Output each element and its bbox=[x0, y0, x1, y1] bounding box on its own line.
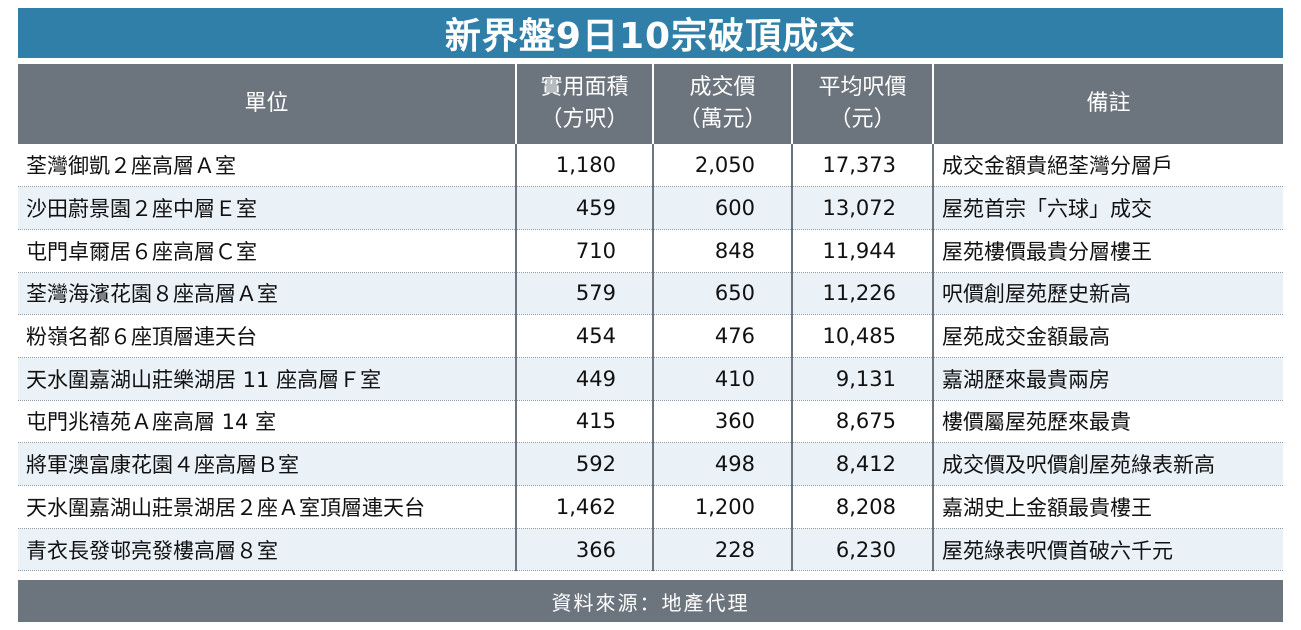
cell-price: 650 bbox=[653, 272, 793, 316]
cell-avg-price: 11,944 bbox=[792, 229, 934, 273]
cell-price: 476 bbox=[653, 314, 793, 358]
cell-avg-price: 8,412 bbox=[792, 442, 934, 486]
cell-unit: 粉嶺名都６座頂層連天台 bbox=[18, 314, 517, 358]
cell-area: 454 bbox=[516, 314, 654, 358]
cell-price: 228 bbox=[653, 528, 793, 572]
transactions-table: 單位 實用面積 （方呎） 成交價 （萬元） 平均呎價 （元） 備註 荃灣御凱２座高層Ａ… bbox=[18, 64, 1283, 572]
cell-remark: 嘉湖歷來最貴兩房 bbox=[933, 357, 1283, 401]
cell-remark: 成交價及呎價創屋苑綠表新高 bbox=[933, 442, 1283, 486]
cell-unit: 天水圍嘉湖山莊景湖居２座Ａ室頂層連天台 bbox=[18, 485, 517, 529]
cell-unit: 屯門兆禧苑Ａ座高層 14 室 bbox=[18, 400, 517, 444]
cell-remark: 屋苑綠表呎價首破六千元 bbox=[933, 528, 1283, 572]
infographic-table-card: 新界盤9日10宗破頂成交 單位 實用面積 （方呎） 成交價 （萬元） 平均呎價 （元）… bbox=[18, 8, 1283, 622]
cell-avg-price: 10,485 bbox=[792, 314, 934, 358]
table-row: 天水圍嘉湖山莊景湖居２座Ａ室頂層連天台 1,462 1,200 8,208 嘉湖… bbox=[18, 485, 1283, 529]
cell-price: 600 bbox=[653, 186, 793, 230]
cell-avg-price: 8,208 bbox=[792, 485, 934, 529]
cell-unit: 天水圍嘉湖山莊樂湖居 11 座高層Ｆ室 bbox=[18, 357, 517, 401]
cell-price: 498 bbox=[653, 442, 793, 486]
divider bbox=[18, 58, 1283, 64]
table-row: 天水圍嘉湖山莊樂湖居 11 座高層Ｆ室 449 410 9,131 嘉湖歷來最貴… bbox=[18, 357, 1283, 401]
cell-remark: 屋苑首宗「六球」成交 bbox=[933, 186, 1283, 230]
cell-unit: 沙田蔚景園２座中層Ｅ室 bbox=[18, 186, 517, 230]
cell-area: 1,462 bbox=[516, 485, 654, 529]
header-unit: 單位 bbox=[18, 64, 517, 144]
table-row: 屯門兆禧苑Ａ座高層 14 室 415 360 8,675 樓價屬屋苑歷來最貴 bbox=[18, 400, 1283, 444]
cell-area: 592 bbox=[516, 442, 654, 486]
cell-remark: 樓價屬屋苑歷來最貴 bbox=[933, 400, 1283, 444]
cell-area: 710 bbox=[516, 229, 654, 273]
cell-remark: 嘉湖史上金額最貴樓王 bbox=[933, 485, 1283, 529]
cell-price: 360 bbox=[653, 400, 793, 444]
cell-area: 415 bbox=[516, 400, 654, 444]
table-row: 粉嶺名都６座頂層連天台 454 476 10,485 屋苑成交金額最高 bbox=[18, 314, 1283, 358]
table-title: 新界盤9日10宗破頂成交 bbox=[18, 8, 1283, 58]
cell-unit: 屯門卓爾居６座高層Ｃ室 bbox=[18, 229, 517, 273]
cell-area: 449 bbox=[516, 357, 654, 401]
table-body: 荃灣御凱２座高層Ａ室 1,180 2,050 17,373 成交金額貴絕荃灣分層… bbox=[18, 144, 1283, 572]
cell-price: 1,200 bbox=[653, 485, 793, 529]
cell-avg-price: 6,230 bbox=[792, 528, 934, 572]
header-area: 實用面積 （方呎） bbox=[516, 64, 654, 144]
cell-price: 410 bbox=[653, 357, 793, 401]
header-remark: 備註 bbox=[1086, 91, 1131, 116]
cell-unit: 荃灣御凱２座高層Ａ室 bbox=[18, 144, 517, 188]
cell-price: 848 bbox=[653, 229, 793, 273]
table-row: 青衣長發邨亮發樓高層８室 366 228 6,230 屋苑綠表呎價首破六千元 bbox=[18, 528, 1283, 572]
table-row: 沙田蔚景園２座中層Ｅ室 459 600 13,072 屋苑首宗「六球」成交 bbox=[18, 186, 1283, 230]
cell-avg-price: 17,373 bbox=[792, 144, 934, 188]
header-price: 成交價 （萬元） bbox=[653, 64, 793, 144]
cell-unit: 青衣長發邨亮發樓高層８室 bbox=[18, 528, 517, 572]
cell-remark: 呎價創屋苑歷史新高 bbox=[933, 272, 1283, 316]
table-row: 荃灣海濱花園８座高層Ａ室 579 650 11,226 呎價創屋苑歷史新高 bbox=[18, 272, 1283, 316]
cell-remark: 成交金額貴絕荃灣分層戶 bbox=[933, 144, 1283, 188]
cell-unit: 荃灣海濱花園８座高層Ａ室 bbox=[18, 272, 517, 316]
cell-avg-price: 11,226 bbox=[792, 272, 934, 316]
cell-avg-price: 9,131 bbox=[792, 357, 934, 401]
table-header: 單位 實用面積 （方呎） 成交價 （萬元） 平均呎價 （元） 備註 bbox=[18, 64, 1283, 144]
cell-remark: 屋苑樓價最貴分層樓王 bbox=[933, 229, 1283, 273]
cell-area: 1,180 bbox=[516, 144, 654, 188]
cell-area: 366 bbox=[516, 528, 654, 572]
header-row: 單位 實用面積 （方呎） 成交價 （萬元） 平均呎價 （元） 備註 bbox=[18, 64, 1283, 144]
cell-unit: 將軍澳富康花園４座高層Ｂ室 bbox=[18, 442, 517, 486]
cell-remark: 屋苑成交金額最高 bbox=[933, 314, 1283, 358]
header-avg-price: 平均呎價 （元） bbox=[792, 64, 934, 144]
table-row: 將軍澳富康花園４座高層Ｂ室 592 498 8,412 成交價及呎價創屋苑綠表新… bbox=[18, 442, 1283, 486]
cell-avg-price: 13,072 bbox=[792, 186, 934, 230]
table-row: 屯門卓爾居６座高層Ｃ室 710 848 11,944 屋苑樓價最貴分層樓王 bbox=[18, 229, 1283, 273]
source-footer: 資料來源：地產代理 bbox=[18, 580, 1283, 622]
cell-price: 2,050 bbox=[653, 144, 793, 188]
cell-area: 579 bbox=[516, 272, 654, 316]
cell-avg-price: 8,675 bbox=[792, 400, 934, 444]
cell-area: 459 bbox=[516, 186, 654, 230]
table-row: 荃灣御凱２座高層Ａ室 1,180 2,050 17,373 成交金額貴絕荃灣分層… bbox=[18, 144, 1283, 188]
